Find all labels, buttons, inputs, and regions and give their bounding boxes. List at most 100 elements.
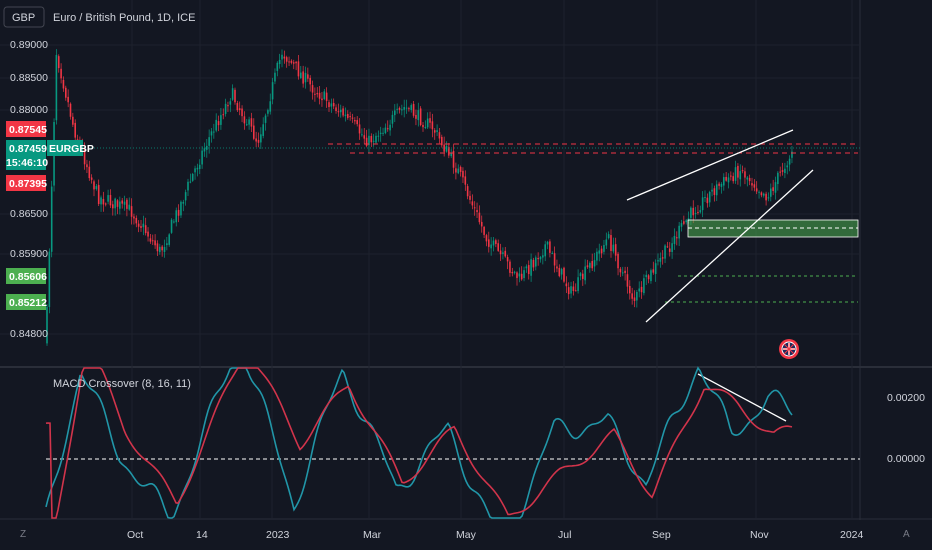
grid [0, 0, 860, 518]
candle [579, 271, 582, 281]
uk-flag-icon[interactable] [779, 339, 799, 359]
candle [591, 253, 593, 271]
candle [741, 165, 744, 174]
candle [551, 251, 554, 255]
candle [116, 199, 119, 215]
candle [419, 106, 422, 127]
price-pane[interactable] [0, 0, 860, 366]
candle [354, 117, 356, 125]
macd-divergence-line[interactable] [697, 373, 787, 422]
candle [511, 267, 514, 277]
candle [90, 174, 93, 184]
candle [737, 163, 739, 185]
auto-scale-button[interactable]: A [903, 529, 910, 540]
candle [95, 183, 98, 191]
candle [560, 267, 563, 280]
candle [121, 197, 123, 209]
candle [408, 106, 410, 112]
candle [574, 283, 577, 292]
symbol-box[interactable] [3, 6, 45, 28]
candle [751, 177, 753, 191]
candle [283, 50, 286, 64]
candle [206, 138, 208, 158]
candle [236, 100, 239, 112]
candle [295, 60, 297, 71]
price-axis[interactable]: 0.89000 0.88500 0.88000 0.86500 0.85900 … [10, 39, 48, 340]
candle [645, 270, 648, 285]
candle [546, 240, 549, 250]
candle [650, 268, 652, 284]
candle [255, 131, 257, 148]
candle [361, 128, 363, 137]
candle [424, 120, 427, 130]
candle [643, 274, 645, 296]
wedge-upper-trendline[interactable] [626, 129, 794, 201]
candle [311, 80, 314, 100]
candle [593, 252, 596, 272]
candle [156, 240, 159, 257]
candle [476, 202, 478, 219]
candle [135, 215, 138, 228]
candle [760, 191, 763, 198]
candle [535, 255, 537, 271]
candle [109, 189, 112, 209]
candle [549, 239, 551, 258]
drawings[interactable] [46, 129, 860, 460]
candle [217, 115, 220, 132]
candle [492, 237, 495, 252]
candle [243, 111, 246, 130]
candle [520, 266, 523, 281]
candle [438, 128, 441, 144]
candle [563, 266, 565, 283]
candle [271, 77, 274, 105]
time-tick: Jul [558, 529, 571, 541]
candle [678, 221, 680, 247]
candle [60, 63, 62, 84]
candle [264, 113, 267, 131]
candle [730, 171, 732, 181]
candle [159, 243, 161, 255]
candle [485, 233, 488, 247]
price-tags[interactable]: 0.87545 0.87459 15:46:10 EURGBP 0.87395 … [6, 121, 94, 310]
candle [412, 101, 415, 118]
candle [680, 219, 683, 232]
candle [196, 163, 199, 177]
signal-line [45, 367, 793, 519]
candle [504, 246, 507, 258]
candle [598, 243, 601, 262]
candle [267, 108, 269, 117]
candle [180, 200, 182, 219]
candle [572, 281, 575, 296]
candle [396, 103, 398, 114]
time-axis[interactable]: Oct 14 2023 Mar May Jul Sep Nov 2024 [127, 529, 864, 541]
candle [325, 87, 328, 108]
macd-tick: 0.00000 [887, 453, 925, 465]
candle [466, 183, 469, 200]
candle [523, 266, 525, 282]
timezone-button[interactable]: Z [20, 529, 27, 540]
candle [285, 55, 288, 68]
candle [257, 132, 260, 148]
candle [321, 92, 323, 107]
candle [262, 117, 264, 139]
candle [607, 231, 610, 240]
candle [673, 228, 676, 250]
candle [734, 160, 737, 184]
candle [210, 127, 213, 143]
indicator-label[interactable]: MACD Crossover (8, 16, 11) [53, 378, 191, 390]
candle [786, 161, 789, 175]
tag-bg [6, 175, 46, 191]
candle [638, 281, 640, 298]
tag-last-price: 0.87459 [9, 143, 47, 155]
wedge-lower-trendline[interactable] [645, 169, 814, 323]
candle [104, 202, 107, 207]
symbol-box-label[interactable]: GBP [12, 12, 35, 24]
candle [278, 53, 281, 69]
candle [791, 146, 793, 164]
time-tick: Oct [127, 529, 143, 541]
candle [48, 248, 51, 314]
candle [436, 124, 438, 136]
candle [701, 191, 704, 218]
candle [292, 59, 295, 70]
